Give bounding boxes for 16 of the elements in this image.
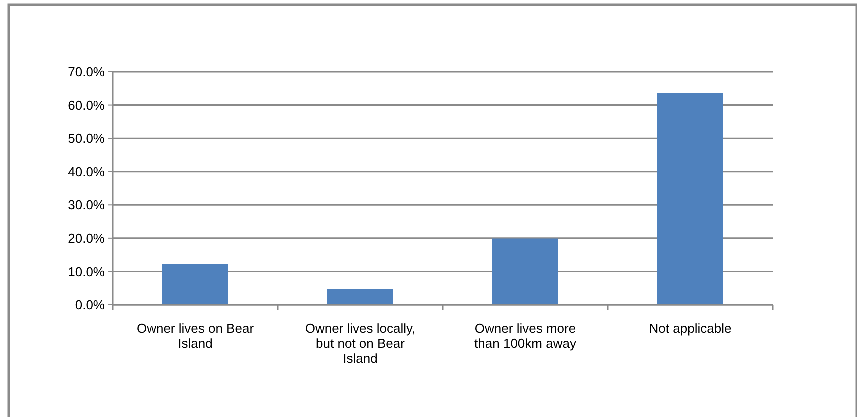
x-tick-label: Owner lives more than 100km away	[474, 321, 577, 351]
y-tick-label: 60.0%	[68, 98, 106, 113]
y-tick-label: 30.0%	[68, 198, 106, 213]
x-tick-label: Owner lives on Bear Island	[136, 321, 255, 351]
bar	[492, 238, 558, 305]
y-tick-label: 70.0%	[68, 64, 106, 80]
y-tick-label: 40.0%	[68, 164, 106, 180]
x-tick-label: Owner lives locally, but not on Bear Island	[305, 321, 416, 366]
bar	[328, 289, 394, 305]
y-tick-label: 50.0%	[68, 131, 106, 146]
y-tick-label: 0.0%	[75, 298, 106, 313]
y-tick-label: 20.0%	[68, 230, 106, 246]
x-tick-label: Not applicable	[649, 321, 732, 336]
bar	[658, 93, 724, 305]
y-tick-label: 10.0%	[68, 264, 106, 280]
bar	[162, 264, 228, 305]
